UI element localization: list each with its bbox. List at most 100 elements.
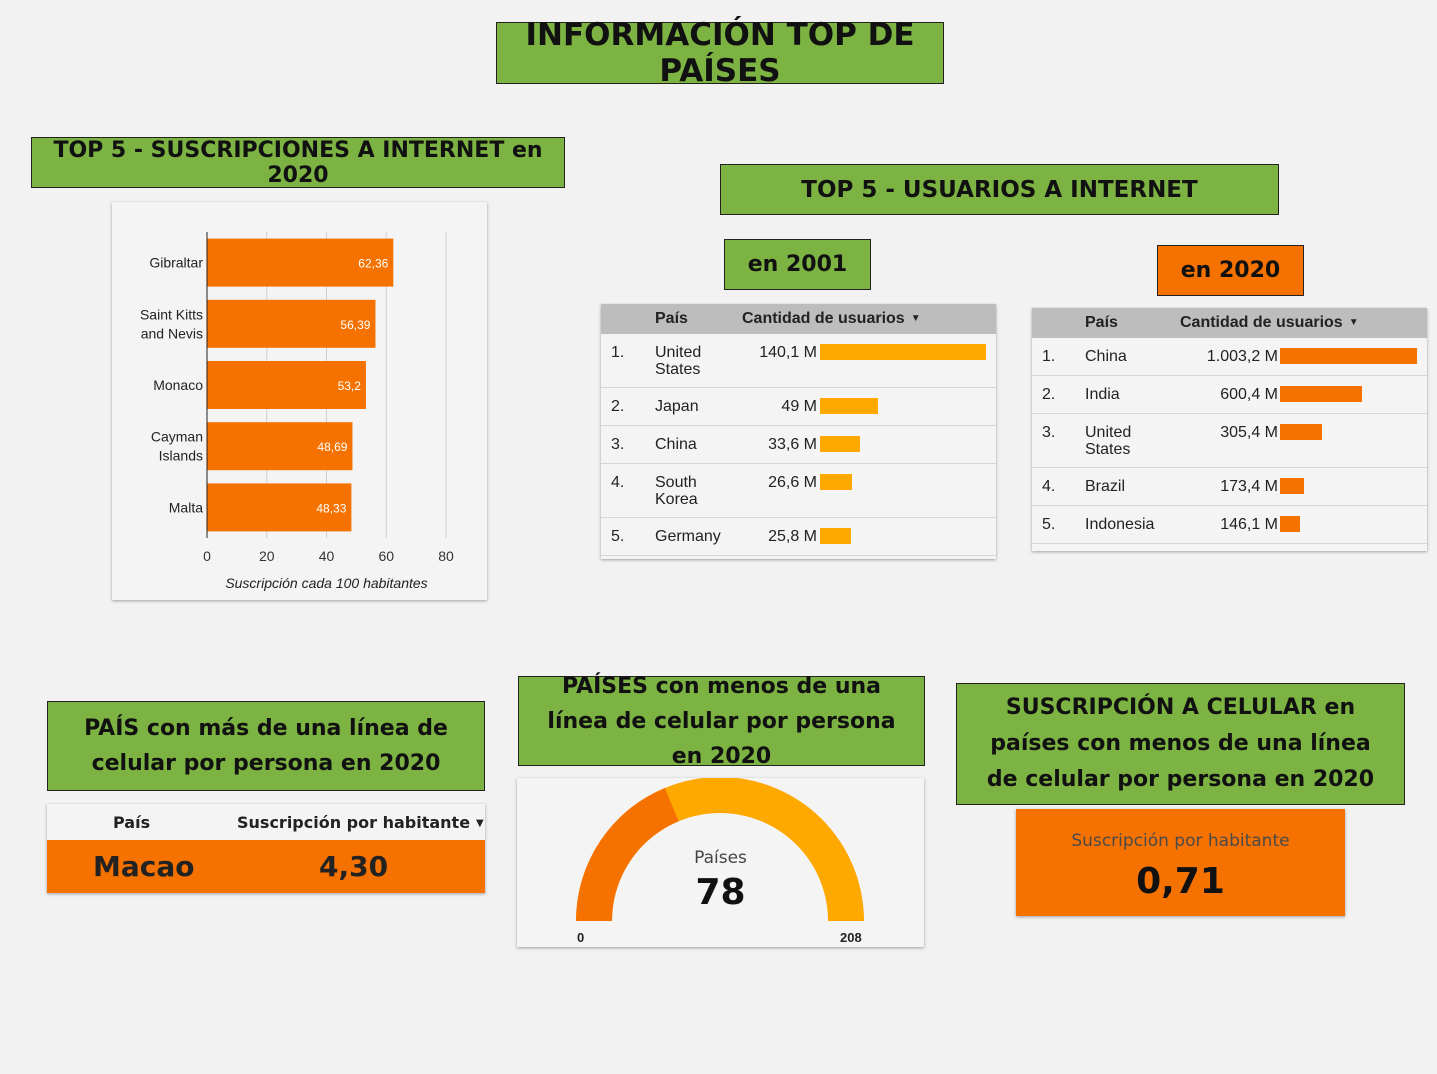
row-country: Macao <box>93 850 195 883</box>
sort-desc-icon[interactable]: ▼ <box>1348 317 1359 328</box>
table-row: 1. United States 140,1 M <box>601 334 996 388</box>
table-row: 5. Indonesia 146,1 M <box>1032 506 1427 544</box>
more-than-one-table: País Suscripción por habitante ▼ Macao 4,… <box>47 804 485 893</box>
row-value: 26,6 M <box>768 474 817 491</box>
bar-value-label: 53,2 <box>338 379 362 393</box>
metric-column-header[interactable]: Suscripción por habitante ▼ <box>237 813 484 832</box>
row-rank: 3. <box>611 436 625 453</box>
row-value: 146,1 M <box>1220 516 1278 533</box>
gauge-fill <box>576 787 679 921</box>
users-2020-table: País Cantidad de usuarios ▼ 1. China 1.003,… <box>1032 308 1427 551</box>
page-title: INFORMACIÓN TOP DE PAÍSES <box>496 17 944 89</box>
scorecard: Suscripción por habitante 0,71 <box>1016 809 1345 916</box>
row-country: United States <box>1085 424 1132 458</box>
row-bar <box>1280 478 1304 494</box>
gauge-panel: Países 78 0 208 <box>517 777 924 947</box>
country-column-header[interactable]: País <box>1085 314 1118 331</box>
gauge-max-label: 208 <box>840 930 862 945</box>
row-rank: 1. <box>1042 348 1056 365</box>
row-bar <box>1280 386 1362 402</box>
row-country: Brazil <box>1085 478 1126 495</box>
row-bar <box>1280 348 1417 364</box>
row-value: 600,4 M <box>1220 386 1278 403</box>
x-tick-label: 0 <box>203 548 211 564</box>
users-title: TOP 5 - USUARIOS A INTERNET <box>720 164 1279 215</box>
table-row: 1. China 1.003,2 M <box>1032 338 1427 376</box>
bar-value-label: 62,36 <box>358 257 388 271</box>
category-label: Malta <box>169 499 203 515</box>
table-row: 2. Japan 49 M <box>601 388 996 426</box>
row-rank: 3. <box>1042 424 1056 441</box>
country-column-header[interactable]: País <box>655 310 688 327</box>
x-axis-title: Suscripción cada 100 habitantes <box>225 575 427 591</box>
table-row: 2. India 600,4 M <box>1032 376 1427 414</box>
row-bar <box>1280 424 1322 440</box>
subscriptions-title: TOP 5 - SUSCRIPCIONES A INTERNET en 2020 <box>31 137 565 188</box>
row-value: 1.003,2 M <box>1206 348 1278 365</box>
row-value: 4,30 <box>319 850 389 883</box>
table-header: País Cantidad de usuarios ▼ <box>601 304 996 334</box>
bar <box>207 422 353 471</box>
year-2020-label: en 2020 <box>1157 245 1304 296</box>
scorecard-value: 0,71 <box>1136 861 1225 902</box>
cell-sub-title: SUSCRIPCIÓN A CELULAR en países con meno… <box>956 683 1405 805</box>
year-2001-label: en 2001 <box>724 239 871 290</box>
category-label: Monaco <box>153 377 203 393</box>
row-value: 25,8 M <box>768 528 817 545</box>
row-rank: 4. <box>1042 478 1056 495</box>
bar <box>207 238 394 287</box>
less-than-one-title: PAÍSES con menos de una línea de celular… <box>518 674 925 769</box>
category-label: Islands <box>159 448 203 464</box>
subscriptions-bar-chart: 0 20 40 60 80 62,36 Gibraltar 56,39 Saint Kitts a… <box>140 232 454 591</box>
table-row: 4. South Korea 26,6 M <box>601 464 996 518</box>
users-column-header[interactable]: Cantidad de usuarios ▼ <box>1180 314 1359 331</box>
sort-desc-icon[interactable]: ▼ <box>910 313 921 324</box>
row-bar <box>820 436 860 452</box>
row-value: 49 M <box>781 398 817 415</box>
table-row: Macao 4,30 <box>47 840 485 893</box>
row-value: 33,6 M <box>768 436 817 453</box>
row-bar <box>1280 516 1300 532</box>
gauge-min-label: 0 <box>577 930 585 945</box>
bar-value-label: 48,69 <box>317 440 347 454</box>
bar-value-label: 56,39 <box>340 318 370 332</box>
bar-value-label: 48,33 <box>316 501 346 515</box>
row-country: China <box>655 436 697 453</box>
row-rank: 5. <box>1042 516 1056 533</box>
country-column-header[interactable]: País <box>113 813 151 832</box>
row-value: 305,4 M <box>1220 424 1278 441</box>
subscriptions-chart-panel: 0 20 40 60 80 62,36 Gibraltar 56,39 Saint Kitts a… <box>112 202 487 600</box>
table-row: 3. China 33,6 M <box>601 426 996 464</box>
x-tick-label: 20 <box>259 548 275 564</box>
users-2001-table: País Cantidad de usuarios ▼ 1. United Stat… <box>601 304 996 559</box>
table-row: 3. United States 305,4 M <box>1032 414 1427 468</box>
users-column-header[interactable]: Cantidad de usuarios ▼ <box>742 310 921 327</box>
gauge-label: Países <box>694 848 747 868</box>
x-tick-label: 40 <box>319 548 335 564</box>
row-country: South Korea <box>655 474 698 508</box>
bar <box>207 299 376 348</box>
row-rank: 4. <box>611 474 625 491</box>
category-label: Gibraltar <box>149 255 203 271</box>
row-bar <box>820 398 879 414</box>
row-country: United States <box>655 344 702 378</box>
table-header: País Suscripción por habitante ▼ <box>47 804 485 840</box>
row-rank: 1. <box>611 344 625 361</box>
row-rank: 5. <box>611 528 625 545</box>
scorecard-label: Suscripción por habitante <box>1071 831 1290 851</box>
x-tick-label: 60 <box>378 548 394 564</box>
row-country: Japan <box>655 398 699 415</box>
row-value: 173,4 M <box>1220 478 1278 495</box>
table-row: 5. Germany 25,8 M <box>601 518 996 556</box>
row-bar <box>820 474 852 490</box>
category-label: and Nevis <box>141 325 203 341</box>
table-header: País Cantidad de usuarios ▼ <box>1032 308 1427 338</box>
category-label: Cayman <box>151 429 203 445</box>
bar <box>207 361 366 409</box>
row-country: Germany <box>655 528 721 545</box>
row-bar <box>820 344 986 360</box>
sort-desc-icon[interactable]: ▼ <box>476 818 484 829</box>
gauge-value: 78 <box>695 872 746 913</box>
row-country: India <box>1085 386 1120 403</box>
bar <box>207 483 352 532</box>
